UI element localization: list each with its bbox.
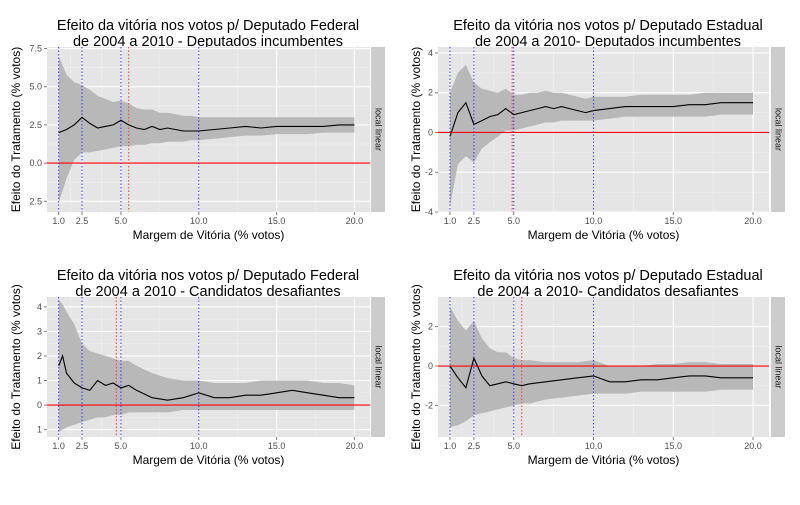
y-tick-label: 0 (37, 400, 42, 410)
x-tick-label: 10.0 (585, 216, 603, 226)
facet-label: local linear (374, 108, 384, 151)
chart-title-line: de 2004 a 2010 - Deputados incumbentes (73, 34, 343, 50)
estimate-line (58, 354, 355, 401)
facet-label: local linear (374, 345, 384, 388)
x-tick-label: 2.5 (76, 441, 89, 451)
facet-strip (371, 297, 385, 437)
y-tick-label: 2 (37, 351, 42, 361)
x-axis-label: Margem de Vitória (% votos) (133, 453, 285, 467)
y-tick-label: 2.5 (29, 120, 42, 130)
x-tick-label: 10.0 (190, 441, 208, 451)
x-tick-label: 10.0 (190, 216, 208, 226)
x-tick-label: 5.0 (115, 216, 128, 226)
x-tick-label: 10.0 (585, 441, 603, 451)
y-tick-label: 1 (37, 425, 42, 435)
chart-title-line: de 2004 a 2010- Candidatos desafiantes (477, 284, 738, 300)
estimate-line (58, 116, 355, 134)
estimate-line (449, 101, 753, 137)
y-tick-label: 2.5 (29, 196, 42, 206)
chart-panel-3: Efeito da vitória nos votos p/ Deputado … (9, 268, 385, 467)
x-tick-label: 5.0 (508, 441, 521, 451)
facet-strip (371, 47, 385, 212)
y-tick-label: 3 (37, 326, 42, 336)
facet-strip (771, 297, 785, 437)
y-tick-label: -2 (425, 400, 433, 410)
x-tick-label: 2.5 (76, 216, 89, 226)
x-tick-label: 1.0 (444, 216, 457, 226)
x-tick-label: 1.0 (52, 441, 65, 451)
chart-title-line: Efeito da vitória nos votos p/ Deputado … (453, 268, 763, 284)
confidence-band (450, 306, 753, 428)
x-axis-label: Margem de Vitória (% votos) (133, 228, 285, 242)
chart-panel-1: Efeito da vitória nos votos p/ Deputado … (9, 18, 385, 242)
facet-strip (771, 47, 785, 212)
y-tick-label: 2 (428, 88, 433, 98)
x-tick-label: 5.0 (115, 441, 128, 451)
x-tick-label: 20.0 (744, 441, 762, 451)
y-tick-label: 1 (37, 376, 42, 386)
x-tick-label: 20.0 (744, 216, 762, 226)
chart-title-line: Efeito da vitória nos votos p/ Deputado … (453, 18, 763, 34)
y-tick-label: 7.5 (29, 44, 42, 54)
x-axis-label: Margem de Vitória (% votos) (528, 453, 680, 467)
chart-panel-4: Efeito da vitória nos votos p/ Deputado … (409, 268, 785, 467)
y-tick-label: 2 (428, 322, 433, 332)
confidence-band (58, 56, 355, 203)
x-tick-label: 15.0 (268, 216, 286, 226)
y-tick-label: 0 (428, 361, 433, 371)
chart-panel-2: Efeito da vitória nos votos p/ Deputado … (409, 18, 785, 242)
facet-label: local linear (774, 345, 784, 388)
x-tick-label: 1.0 (444, 441, 457, 451)
estimate-line (449, 356, 753, 389)
chart-title-line: de 2004 a 2010- Deputados incumbentes (475, 34, 741, 50)
y-tick-label: 0.0 (29, 158, 42, 168)
confidence-band (450, 64, 753, 207)
y-tick-label: -4 (425, 207, 433, 217)
chart-title-line: Efeito da vitória nos votos p/ Deputado … (57, 18, 359, 34)
x-tick-label: 20.0 (346, 441, 364, 451)
y-tick-label: 4 (428, 48, 433, 58)
x-axis-label: Margem de Vitória (% votos) (528, 228, 680, 242)
x-tick-label: 2.5 (468, 441, 481, 451)
y-axis-label: Efeito do Tratamento (% votos) (9, 284, 23, 449)
y-axis-label: Efeito do Tratamento (% votos) (409, 284, 423, 449)
x-tick-label: 1.0 (52, 216, 65, 226)
y-tick-label: 5.0 (29, 82, 42, 92)
facet-label: local linear (774, 108, 784, 151)
x-tick-label: 15.0 (665, 441, 683, 451)
chart-title-line: Efeito da vitória nos votos p/ Deputado … (57, 268, 359, 284)
y-tick-label: 4 (37, 302, 42, 312)
x-tick-label: 5.0 (508, 216, 521, 226)
y-tick-label: 0 (428, 127, 433, 137)
y-axis-label: Efeito do Tratamento (% votos) (9, 47, 23, 212)
confidence-band (58, 299, 355, 433)
x-tick-label: 20.0 (346, 216, 364, 226)
x-tick-label: 2.5 (468, 216, 481, 226)
x-tick-label: 15.0 (665, 216, 683, 226)
chart-title-line: de 2004 a 2010 - Candidatos desafiantes (75, 284, 340, 300)
y-tick-label: -2 (425, 167, 433, 177)
y-axis-label: Efeito do Tratamento (% votos) (409, 47, 423, 212)
x-tick-label: 15.0 (268, 441, 286, 451)
